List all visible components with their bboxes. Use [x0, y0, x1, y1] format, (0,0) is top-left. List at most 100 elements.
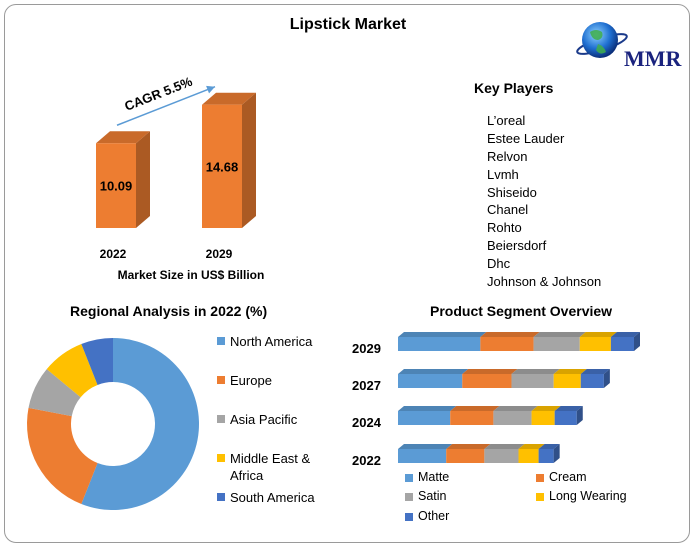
segment-bar-top	[538, 444, 560, 449]
segment-legend-item: Cream	[536, 470, 587, 484]
segment-bar-side	[634, 332, 640, 351]
segment-bar-top	[579, 332, 617, 337]
segment-bar-part	[554, 411, 577, 425]
segment-title: Product Segment Overview	[430, 303, 613, 319]
key-player-item: Shiseido	[487, 184, 537, 200]
segment-year-label: 2029	[352, 341, 381, 356]
segment-bar-top	[462, 369, 518, 374]
segment-legend-label: Other	[418, 509, 450, 523]
segment-bar-part	[462, 374, 512, 388]
segment-legend-item: Long Wearing	[536, 489, 627, 503]
logo-text: MMR	[624, 46, 682, 71]
key-player-item: Estee Lauder	[487, 130, 565, 146]
segment-bar-part	[518, 449, 539, 463]
market-bar-year: 2029	[206, 247, 233, 261]
legend-swatch	[405, 474, 413, 482]
segment-bar-top	[553, 369, 587, 374]
segment-bar-top	[580, 369, 610, 374]
segment-bar-top	[511, 369, 560, 374]
segment-bar-part	[579, 337, 611, 351]
key-player-item: Beiersdorf	[487, 238, 547, 254]
legend-swatch	[536, 493, 544, 501]
segment-bar-part	[580, 374, 604, 388]
segment-bar-top	[398, 332, 487, 337]
market-bar-value: 14.68	[206, 159, 239, 174]
segment-bar-top	[446, 444, 491, 449]
segment-bar-part	[538, 449, 554, 463]
segment-bar-part	[553, 374, 581, 388]
regional-legend-label: Europe	[230, 373, 272, 388]
market-bar-value: 10.09	[100, 179, 133, 194]
regional-legend-item: Asia Pacific	[217, 411, 337, 428]
legend-swatch	[405, 493, 413, 501]
regional-legend-label: Asia Pacific	[230, 412, 298, 427]
segment-bar-side	[553, 444, 560, 463]
key-player-item: Dhc	[487, 256, 511, 272]
segment-bar-top	[610, 332, 640, 337]
legend-swatch	[536, 474, 544, 482]
segment-bar-part	[398, 411, 451, 425]
key-player-item: Rohto	[487, 220, 522, 236]
donut-slice	[81, 338, 113, 385]
key-player-item: Chanel	[487, 202, 529, 218]
segment-bar-part	[446, 449, 485, 463]
donut-slice	[27, 407, 98, 504]
segment-legend-item: Other	[405, 509, 449, 523]
donut-slice	[46, 344, 98, 398]
cagr-arrow-head	[206, 85, 215, 94]
segment-bar-side	[576, 406, 583, 425]
segment-bar-top	[554, 406, 583, 411]
donut-slice	[81, 338, 199, 510]
regional-legend-label: South America	[230, 490, 315, 505]
segment-bar-part	[493, 411, 532, 425]
segment-bar-part	[398, 374, 463, 388]
segment-year-label: 2027	[352, 378, 381, 393]
key-player-item: Relvon	[487, 148, 528, 164]
globe-icon	[582, 22, 618, 58]
segment-bar-top	[398, 406, 457, 411]
cagr-arrow	[116, 85, 216, 126]
segment-bar-part	[484, 449, 519, 463]
regional-legend-item: North America	[217, 333, 337, 350]
segment-bar-part	[398, 337, 481, 351]
market-bar	[96, 131, 150, 228]
regional-title: Regional Analysis in 2022 (%)	[70, 303, 268, 319]
donut-slice	[28, 369, 81, 417]
segment-bar-part	[480, 337, 534, 351]
segment-bar-top	[518, 444, 545, 449]
segment-bar	[398, 332, 640, 351]
segment-bar-top	[398, 369, 469, 374]
segment-bar-part	[398, 449, 447, 463]
key-players-title: Key Players	[474, 80, 554, 96]
legend-swatch	[217, 376, 225, 384]
key-player-item: Lvmh	[487, 166, 519, 182]
segment-legend-label: Satin	[418, 489, 447, 503]
legend-swatch	[405, 513, 413, 521]
segment-bar-top	[450, 406, 500, 411]
segment-year-label: 2022	[352, 453, 381, 468]
key-player-item: Johnson & Johnson	[487, 274, 602, 290]
segment-bar	[398, 444, 560, 463]
legend-swatch	[217, 415, 225, 423]
segment-legend-label: Long Wearing	[549, 489, 627, 503]
segment-legend-label: Matte	[418, 470, 450, 484]
infographic-frame	[4, 4, 690, 543]
segment-bar-part	[511, 374, 554, 388]
segment-bar-top	[533, 332, 586, 337]
segment-bar-part	[610, 337, 634, 351]
segment-legend-item: Satin	[405, 489, 447, 503]
regional-legend-item: Europe	[217, 372, 337, 389]
regional-legend-label: Middle East & Africa	[230, 451, 311, 483]
market-bar	[202, 92, 256, 228]
segment-bar-part	[531, 411, 555, 425]
segment-bar	[398, 369, 610, 388]
market-size-caption: Market Size in US$ Billion	[117, 268, 265, 282]
segment-bar-top	[531, 406, 561, 411]
segment-bar	[398, 406, 583, 425]
mmr-logo: MMR	[576, 22, 682, 71]
key-players-list: L’oreal Estee Lauder Relvon Lvmh Shiseid…	[487, 112, 601, 291]
segment-bar-top	[484, 444, 525, 449]
key-player-item: L’oreal	[487, 113, 526, 128]
